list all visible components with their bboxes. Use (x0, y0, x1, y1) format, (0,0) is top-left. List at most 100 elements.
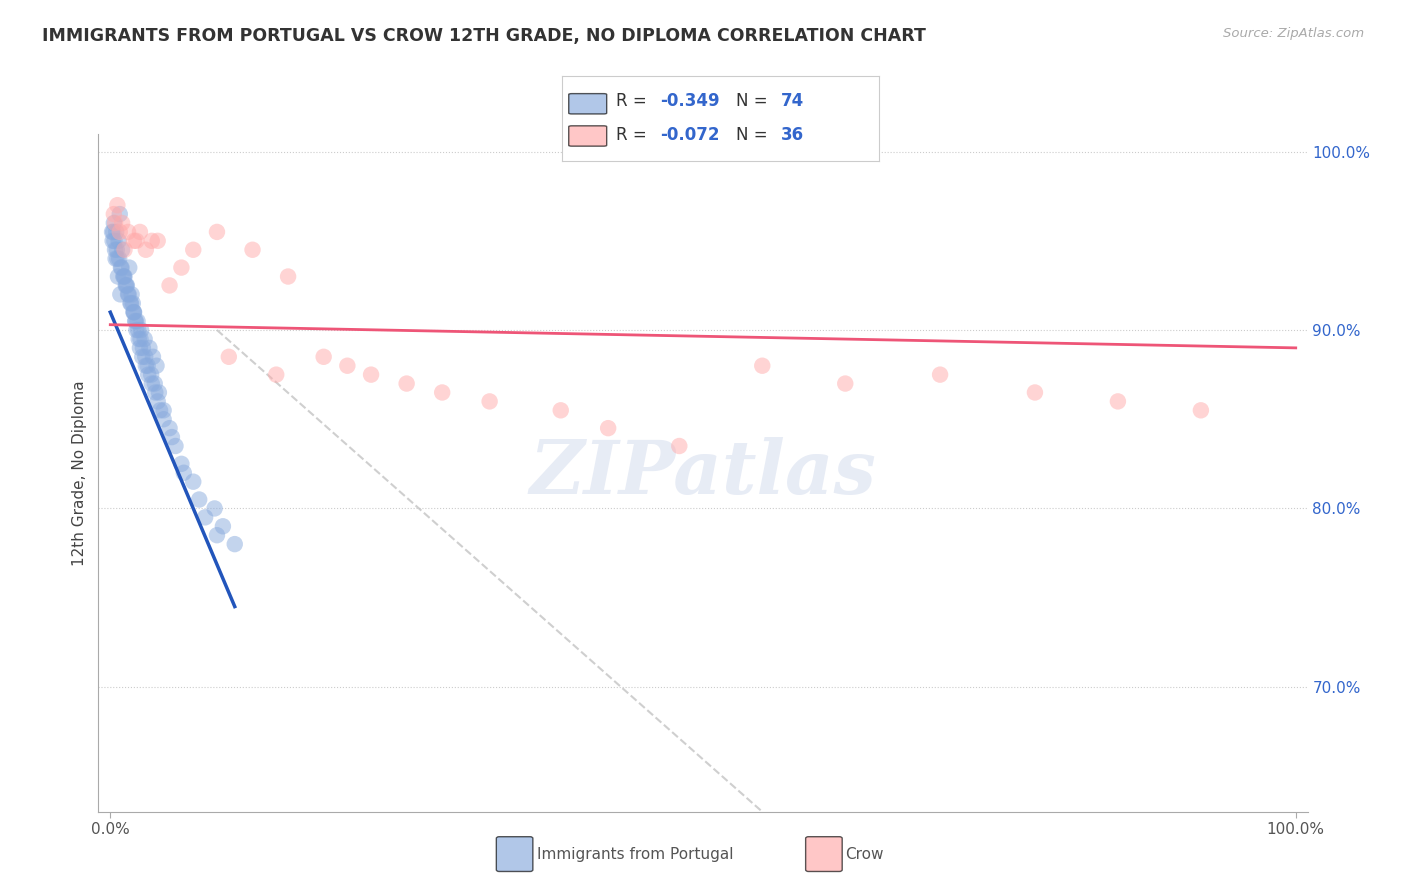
Point (136, 368, 159, 382)
Text: -0.349: -0.349 (661, 92, 720, 111)
Point (141, 376, 163, 391)
Point (121, 296, 143, 310)
Point (929, 368, 952, 382)
Point (170, 260, 193, 275)
Point (112, 269, 135, 284)
Point (478, 394, 501, 409)
Point (105, 198, 128, 212)
Point (277, 269, 299, 284)
Point (129, 341, 152, 355)
Point (128, 332, 150, 346)
Point (188, 492, 211, 507)
Point (135, 359, 157, 373)
Point (141, 234, 163, 248)
Point (107, 269, 129, 284)
Text: N =: N = (737, 126, 773, 145)
Point (111, 216, 134, 230)
Point (105, 252, 128, 266)
Point (170, 457, 193, 471)
Point (118, 287, 141, 301)
FancyBboxPatch shape (568, 126, 607, 146)
Point (105, 225, 128, 239)
Text: Crow: Crow (845, 847, 883, 862)
Point (114, 243, 136, 257)
Point (145, 359, 167, 373)
Point (143, 376, 166, 391)
Point (1107, 394, 1129, 409)
Y-axis label: 12th Grade, No Diploma: 12th Grade, No Diploma (72, 380, 87, 566)
Point (111, 243, 134, 257)
Point (104, 216, 127, 230)
Point (598, 421, 620, 435)
Point (105, 243, 128, 257)
Point (129, 225, 152, 239)
Point (108, 225, 131, 239)
Point (143, 385, 166, 400)
Point (131, 350, 153, 364)
Text: N =: N = (737, 92, 773, 111)
Point (120, 296, 142, 310)
Point (136, 359, 159, 373)
Point (336, 359, 359, 373)
FancyBboxPatch shape (568, 94, 607, 114)
Point (122, 234, 145, 248)
Point (668, 439, 690, 453)
Point (129, 332, 152, 346)
Point (122, 305, 145, 319)
Point (101, 234, 124, 248)
Point (122, 305, 145, 319)
Point (108, 207, 131, 221)
Point (181, 243, 204, 257)
Point (103, 207, 125, 221)
Point (142, 350, 165, 364)
Point (173, 466, 195, 480)
Text: R =: R = (616, 92, 652, 111)
Point (104, 252, 127, 266)
Point (127, 323, 149, 337)
Point (135, 243, 157, 257)
Point (125, 323, 148, 337)
Text: Immigrants from Portugal: Immigrants from Portugal (537, 847, 734, 862)
Point (149, 403, 172, 417)
Point (159, 278, 181, 293)
Point (110, 260, 132, 275)
Point (146, 394, 169, 409)
Point (834, 376, 856, 391)
Point (395, 376, 418, 391)
Point (751, 359, 773, 373)
Point (159, 421, 181, 435)
Point (121, 287, 143, 301)
Text: 36: 36 (780, 126, 804, 145)
Point (115, 278, 138, 293)
Point (103, 234, 125, 248)
Point (108, 252, 131, 266)
Point (132, 341, 155, 355)
Point (117, 225, 139, 239)
Point (117, 287, 139, 301)
Point (264, 368, 287, 382)
Point (110, 260, 132, 275)
Point (110, 287, 132, 301)
Text: 74: 74 (780, 92, 804, 111)
Point (124, 314, 146, 328)
Text: IMMIGRANTS FROM PORTUGAL VS CROW 12TH GRADE, NO DIPLOMA CORRELATION CHART: IMMIGRANTS FROM PORTUGAL VS CROW 12TH GR… (42, 27, 927, 45)
Point (125, 314, 148, 328)
Point (160, 430, 183, 444)
Point (148, 385, 170, 400)
Point (103, 216, 125, 230)
Point (312, 350, 335, 364)
Point (138, 341, 160, 355)
Point (550, 403, 572, 417)
Point (118, 260, 141, 275)
Point (127, 314, 149, 328)
Point (152, 403, 174, 417)
Point (181, 475, 204, 489)
Point (242, 243, 264, 257)
Text: Source: ZipAtlas.com: Source: ZipAtlas.com (1223, 27, 1364, 40)
Point (360, 368, 382, 382)
Point (194, 510, 217, 524)
Point (218, 350, 240, 364)
Point (152, 412, 174, 426)
Text: -0.072: -0.072 (661, 126, 720, 145)
Point (112, 269, 135, 284)
